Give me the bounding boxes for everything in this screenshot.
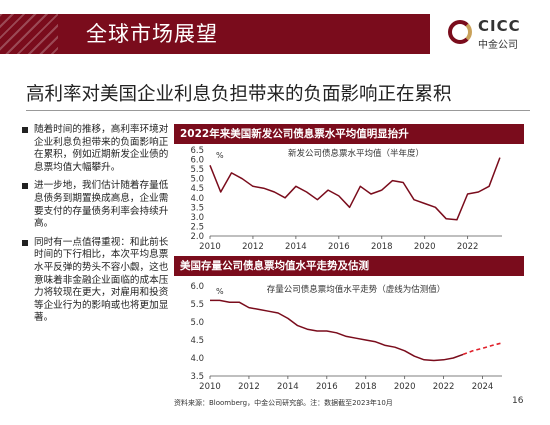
chart-1-ytick-label: 6.5	[190, 146, 204, 156]
chart-1-xtick-label: 2018	[371, 242, 393, 252]
chart-1-ytick-label: 5.5	[190, 165, 204, 175]
bullet-item-2: 进一步地，我们估计随着存量低息债务到期置换成高息，企业需要支付的存量债务利率会持…	[22, 180, 170, 230]
chart-panel-2: 美国存量公司债息票均值水平走势及估测 3.5 4.0 4.5 5.0 5.5 6.0 201…	[174, 256, 524, 398]
chart-1-xtick-label: 2022	[457, 242, 479, 252]
chart-1-ytick-label: 2.0	[190, 232, 204, 242]
chart-1-ytick-label: 4.5	[190, 184, 204, 194]
chart-2-xtick-label: 2014	[277, 382, 299, 392]
chart-1-ytick-label: 4.0	[190, 194, 204, 204]
header-bar: 全球市场展望	[0, 14, 430, 54]
chart-1-ytick-label: 3.5	[190, 203, 204, 213]
chart-2-xtick-label: 2016	[316, 382, 338, 392]
bullet-item-1: 随着时间的推移，高利率环境对企业利息负担带来的负面影响正在累积，例如近期新发企业…	[22, 124, 170, 174]
chart-1-series-line-1	[209, 157, 501, 221]
chart-1-xtick-label: 2012	[242, 242, 264, 252]
logo-text-en: CICC	[478, 17, 521, 35]
chart-1-title: 2022年来美国新发公司债息票水平均值明显抬升	[174, 124, 524, 144]
chart-1-unit-label: %	[216, 151, 224, 160]
chart-2-ytick-label: 3.5	[190, 372, 204, 382]
page-number: 16	[512, 396, 524, 406]
chart-2-series-caption: 存量公司债息票均值水平走势（虚线为估测值）	[267, 284, 446, 295]
chart-1-series-caption: 新发公司债息票水平均值（半年度）	[288, 148, 424, 159]
chart-panel-1: 2022年来美国新发公司债息票水平均值明显抬升 2.0 2.5 3.0 3.5 4.0 4…	[174, 124, 524, 256]
page-title: 全球市场展望	[86, 22, 218, 46]
bullet-list: 随着时间的推移，高利率环境对企业利息负担带来的负面影响正在累积，例如近期新发企业…	[22, 124, 170, 331]
chart-1-xtick-label: 2010	[199, 242, 221, 252]
chart-2-unit-label: %	[216, 287, 224, 296]
chart-2-series-line-2	[462, 342, 503, 356]
cicc-logo: CICC 中金公司	[448, 14, 548, 54]
chart-2-ytick-label: 5.0	[190, 318, 204, 328]
chart-1: 2.02.53.03.54.04.55.05.56.06.5 2010 2012 20…	[190, 146, 502, 252]
chart-1-ytick-label: 2.5	[190, 222, 204, 232]
slide-subtitle: 高利率对美国企业利息负担带来的负面影响正在累积	[26, 84, 452, 105]
chart-1-ytick-label: 6.0	[190, 156, 204, 166]
bullet-item-3: 同时有一点值得重视：和此前长时间的下行相比，本次平均息票水平反弹的势头不容小觑，…	[22, 237, 170, 325]
chart-1-ytick-label: 5.0	[190, 175, 204, 185]
chart-2: 3.5 4.0 4.5 5.0 5.5 6.0 2010 2012 2014 2016 2018 20…	[190, 282, 503, 392]
chart-2-series-line-1	[210, 299, 464, 362]
chart-2-ytick-label: 4.5	[190, 336, 204, 346]
chart-2-ytick-label: 4.0	[190, 354, 204, 364]
logo-circle-icon	[448, 20, 472, 44]
chart-2-xtick-label: 2020	[394, 382, 416, 392]
chart-1-xtick-label: 2020	[414, 242, 436, 252]
chart-2-title: 美国存量公司债息票均值水平走势及估测	[174, 256, 524, 276]
chart-2-xtick-label: 2012	[238, 382, 260, 392]
chart-1-ytick-label: 3.0	[190, 213, 204, 223]
chart-2-xtick-label: 2018	[355, 382, 377, 392]
header: 全球市场展望 CICC 中金公司	[0, 14, 550, 62]
chart-2-ytick-label: 5.5	[190, 300, 204, 310]
logo-text-cn: 中金公司	[478, 40, 518, 51]
chart-2-ytick-label: 6.0	[190, 282, 204, 292]
chart-2-xtick-label: 2010	[199, 382, 221, 392]
chart-2-xtick-label: 2024	[472, 382, 494, 392]
subtitle-divider	[26, 110, 530, 111]
chart-1-xtick-label: 2016	[328, 242, 350, 252]
chart-1-xtick-label: 2014	[285, 242, 307, 252]
source-note: 资料来源：Bloomberg，中金公司研究部。注：数据截至2023年10月	[174, 399, 393, 407]
chart-2-xtick-label: 2022	[433, 382, 455, 392]
